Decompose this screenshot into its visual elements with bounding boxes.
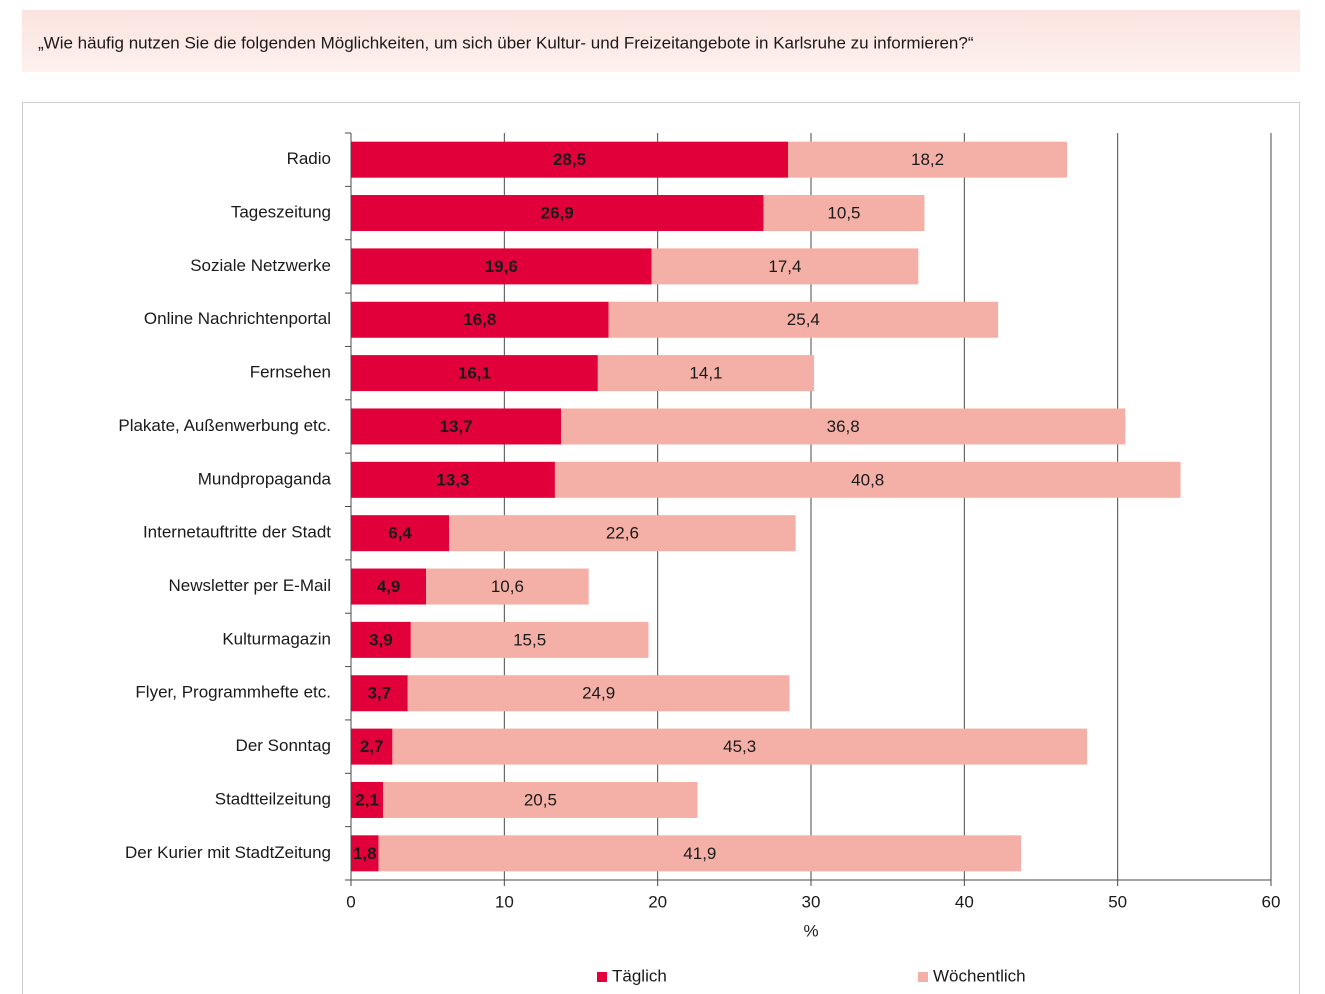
bar-segment [407,675,790,712]
bar-segment [788,141,1068,178]
value-label: 36,8 [827,417,860,436]
value-label: 22,6 [606,524,639,543]
legend-label: Täglich [612,966,667,985]
value-label: 1,8 [353,844,377,863]
title-box [22,10,1300,72]
x-tick-label: 20 [648,892,667,911]
y-tick-label: Der Kurier mit StadtZeitung [125,843,331,862]
bar-segment [561,408,1126,445]
value-label: 16,8 [463,310,496,329]
bar-segment [392,728,1087,765]
y-tick-label: Stadtteilzeitung [215,789,331,808]
bar-segment [651,248,919,285]
value-label: 13,3 [436,470,469,489]
bar-segment [351,568,427,605]
bar-segment [351,355,598,392]
value-label: 26,9 [541,204,574,223]
value-label: 6,4 [388,524,412,543]
x-tick-label: 10 [495,892,514,911]
bar-segment [351,141,788,178]
legend-swatch [597,972,607,982]
value-label: 13,7 [439,417,472,436]
bar-segment [351,621,411,658]
bar-segment [763,195,925,232]
y-tick-label: Mundpropaganda [198,469,332,488]
legend-swatch [918,972,928,982]
value-label: 20,5 [524,790,557,809]
y-tick-label: Plakate, Außenwerbung etc. [118,416,331,435]
bar-segment [351,835,379,872]
bar-segment [351,728,393,765]
value-label: 40,8 [851,470,884,489]
value-label: 25,4 [787,310,820,329]
x-axis-label: % [803,921,818,940]
value-label: 41,9 [683,844,716,863]
value-label: 4,9 [377,577,401,596]
bar-segment [351,248,652,285]
bar-segment [351,301,609,338]
bar-segment [351,195,764,232]
y-tick-label: Der Sonntag [236,736,331,755]
chart-title: „Wie häufig nutzen Sie die folgenden Mög… [38,33,974,52]
x-tick-label: 50 [1108,892,1127,911]
value-label: 10,6 [491,577,524,596]
value-label: 18,2 [911,150,944,169]
value-label: 3,9 [369,630,393,649]
y-tick-label: Internetauftritte der Stadt [143,523,331,542]
bar-segment [449,515,796,552]
bar-segment [410,621,649,658]
bar-segment [351,408,562,445]
bar-segment [383,781,698,818]
x-tick-label: 30 [802,892,821,911]
value-label: 10,5 [827,204,860,223]
chart-frame [22,102,1300,994]
value-label: 19,6 [485,257,518,276]
y-tick-label: Flyer, Programmhefte etc. [135,683,331,702]
x-tick-label: 0 [346,892,355,911]
y-tick-label: Kulturmagazin [222,629,331,648]
value-label: 15,5 [513,630,546,649]
value-label: 2,1 [355,790,379,809]
value-label: 45,3 [723,737,756,756]
bar-segment [351,461,555,498]
bar-segment [426,568,589,605]
bar-segment [351,675,408,712]
bar-segment [351,515,450,552]
bar-segment [378,835,1022,872]
value-label: 3,7 [368,684,392,703]
y-tick-label: Online Nachrichtenportal [144,309,331,328]
y-tick-label: Soziale Netzwerke [190,256,331,275]
bar-segment [554,461,1181,498]
value-label: 28,5 [553,150,586,169]
y-tick-label: Tageszeitung [231,203,331,222]
y-tick-label: Newsletter per E-Mail [169,576,332,595]
y-tick-label: Fernsehen [250,363,331,382]
bar-segment [608,301,999,338]
legend-label: Wöchentlich [933,966,1026,985]
x-tick-label: 40 [955,892,974,911]
x-tick-label: 60 [1262,892,1281,911]
value-label: 2,7 [360,737,384,756]
y-tick-label: Radio [287,149,331,168]
value-label: 24,9 [582,684,615,703]
value-label: 14,1 [689,364,722,383]
value-label: 16,1 [458,364,491,383]
value-label: 17,4 [768,257,801,276]
bar-segment [351,781,384,818]
bar-segment [597,355,815,392]
